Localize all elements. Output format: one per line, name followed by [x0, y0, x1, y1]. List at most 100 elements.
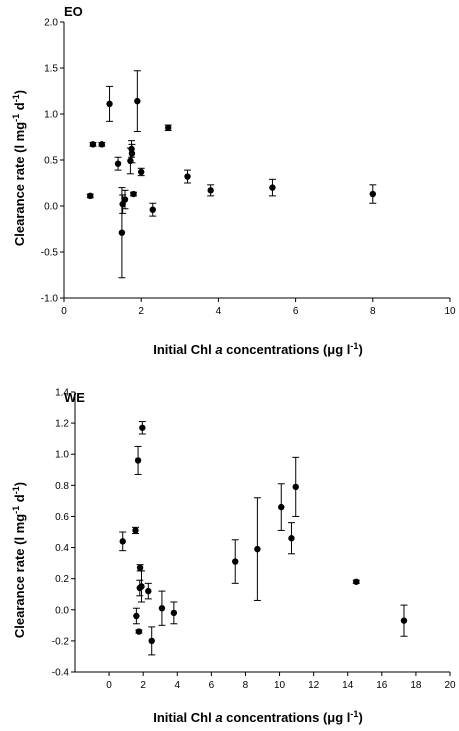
y-tick-label: 0.0 — [55, 605, 69, 616]
data-point-group — [369, 184, 377, 204]
data-point — [158, 605, 166, 612]
data-point — [232, 558, 239, 565]
data-point — [98, 141, 106, 148]
y-tick-label: 1.0 — [55, 450, 69, 461]
x-tick-label: 2 — [140, 680, 146, 691]
y-axis-title-eo: Clearance rate (l mg-1 d-1) — [11, 90, 27, 246]
y-tick-label: 2.0 — [44, 18, 58, 29]
data-point — [132, 527, 139, 534]
y-tick-label: 0.2 — [55, 574, 69, 585]
data-point — [149, 206, 156, 213]
y-tick-label: 0.5 — [44, 156, 58, 167]
y-tick-label: -1.0 — [41, 294, 59, 305]
y-tick-label: 1.4 — [55, 388, 69, 399]
data-point — [118, 229, 126, 236]
data-point — [134, 457, 142, 464]
data-point-group — [121, 189, 129, 210]
y-tick-label: 0.0 — [44, 202, 58, 213]
data-point-group — [133, 70, 141, 132]
data-point — [170, 609, 178, 617]
data-point — [106, 100, 113, 108]
x-tick-label: 14 — [342, 680, 354, 691]
data-point — [114, 160, 122, 167]
x-tick-label: 4 — [174, 680, 180, 691]
y-tick-label: 0.8 — [55, 481, 69, 492]
x-tick-label: 20 — [444, 680, 456, 691]
data-point — [369, 190, 376, 198]
data-point — [138, 583, 145, 590]
data-point — [87, 192, 94, 200]
x-tick-label: 0 — [106, 680, 112, 691]
data-point-group — [134, 445, 142, 475]
x-tick-label: 10 — [274, 680, 286, 691]
chart-eo: EO Clearance rate (l mg-1 d-1) Initial C… — [11, 4, 456, 357]
data-point — [139, 424, 146, 431]
data-point-group — [132, 526, 140, 535]
data-point-group — [86, 192, 94, 200]
y-tick-label: 1.2 — [55, 419, 69, 430]
data-point-group — [231, 539, 239, 584]
data-point-group — [148, 626, 156, 656]
data-point — [254, 545, 261, 553]
y-tick-label: 1.0 — [44, 110, 58, 121]
data-point-group — [137, 167, 145, 177]
data-point-group — [132, 607, 140, 625]
data-point-group — [136, 564, 144, 572]
data-point-group — [89, 141, 97, 148]
data-point-group — [128, 143, 136, 164]
data-point — [121, 196, 129, 203]
data-point-group — [144, 582, 152, 600]
data-point-group — [135, 628, 143, 635]
y-axis-title-we: Clearance rate (l mg-1 d-1) — [11, 482, 27, 638]
x-tick-label: 8 — [243, 680, 249, 691]
data-point — [138, 168, 145, 176]
data-point — [136, 564, 144, 571]
data-point — [89, 141, 97, 148]
data-point — [135, 628, 143, 635]
data-point-group — [98, 141, 106, 148]
data-point-group — [352, 578, 360, 585]
data-point — [278, 503, 285, 511]
y-tick-label: -0.5 — [41, 248, 59, 259]
data-point — [119, 538, 126, 545]
data-point-group — [119, 531, 127, 552]
data-point — [292, 483, 299, 491]
y-tick-label: 1.5 — [44, 64, 58, 75]
data-point-group — [129, 190, 137, 198]
x-tick-label: 12 — [308, 680, 320, 691]
data-point-group — [138, 421, 146, 435]
x-tick-label: 16 — [376, 680, 388, 691]
data-point-group — [292, 456, 300, 517]
x-axis-title-we: Initial Chl a concentrations (μg l-1) — [153, 709, 363, 725]
data-point-group — [114, 156, 122, 171]
y-tick-label: -0.2 — [52, 636, 70, 647]
data-point — [269, 184, 276, 191]
data-point-group — [287, 522, 295, 555]
data-point-group — [137, 570, 145, 603]
data-point — [207, 187, 214, 194]
data-point-group — [164, 124, 172, 132]
x-tick-label: 6 — [293, 306, 299, 317]
data-point — [353, 578, 360, 585]
data-point — [128, 150, 136, 157]
data-point — [133, 612, 140, 620]
x-axis-title-eo: Initial Chl a concentrations (μg l-1) — [153, 341, 363, 357]
data-point-group — [277, 483, 285, 531]
data-point — [165, 124, 172, 131]
data-point-group — [149, 202, 157, 217]
data-point — [288, 535, 295, 542]
data-point-group — [184, 169, 192, 184]
data-point — [134, 97, 141, 105]
y-tick-label: -0.4 — [52, 668, 70, 679]
data-point-group — [400, 604, 408, 637]
data-point — [184, 173, 191, 180]
chart-we: WE Clearance rate (l mg-1 d-1) Initial C… — [11, 388, 456, 726]
data-point-group — [170, 601, 178, 625]
y-tick-label: 0.6 — [55, 512, 69, 523]
data-point-group — [158, 590, 166, 626]
data-point-group — [253, 497, 261, 601]
data-point — [148, 637, 155, 645]
data-point-group — [106, 85, 114, 122]
x-tick-label: 0 — [61, 306, 67, 317]
data-point — [400, 617, 408, 624]
